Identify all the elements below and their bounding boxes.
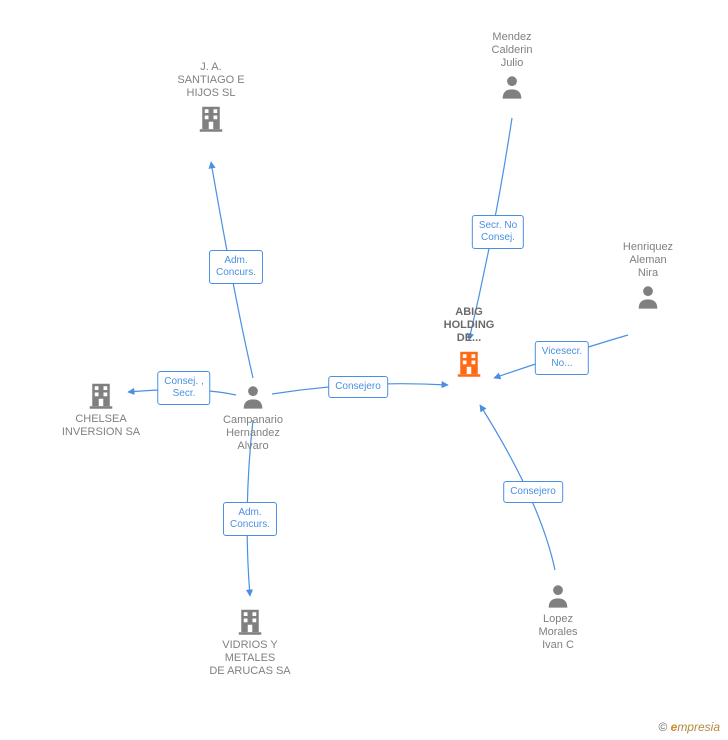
node-chelsea[interactable]: CHELSEA INVERSION SA (56, 377, 146, 439)
node-label: Henriquez Aleman Nira (603, 241, 693, 280)
building-icon (235, 606, 265, 636)
node-label: Lopez Morales Ivan C (513, 613, 603, 652)
edge-label: Secr. No Consej. (472, 215, 524, 249)
node-icon-wrap (424, 348, 514, 378)
node-icon-wrap (205, 606, 295, 636)
node-icon-wrap (603, 283, 693, 311)
person-icon (544, 582, 572, 610)
node-abig[interactable]: ABIG HOLDING DE... (424, 306, 514, 381)
node-vidrios[interactable]: VIDRIOS Y METALES DE ARUCAS SA (205, 603, 295, 678)
edge-label: Adm. Concurs. (209, 250, 263, 284)
person-icon (498, 73, 526, 101)
node-icon-wrap (467, 73, 557, 101)
footer-attribution: © empresia (658, 720, 720, 734)
node-label: Mendez Calderin Julio (467, 31, 557, 70)
person-icon (634, 283, 662, 311)
building-icon (454, 348, 484, 378)
edge-label: Vicesecr. No... (535, 341, 589, 375)
edge-label: Adm. Concurs. (223, 502, 277, 536)
edge-label: Consejero (503, 481, 563, 503)
node-santiago[interactable]: J. A. SANTIAGO E HIJOS SL (166, 61, 256, 136)
edge-label: Consej. , Secr. (157, 371, 210, 405)
node-icon-wrap (513, 582, 603, 610)
node-label: VIDRIOS Y METALES DE ARUCAS SA (205, 639, 295, 678)
node-icon-wrap (208, 383, 298, 411)
node-label: CHELSEA INVERSION SA (56, 413, 146, 439)
building-icon (196, 103, 226, 133)
node-label: J. A. SANTIAGO E HIJOS SL (166, 61, 256, 100)
node-mendez[interactable]: Mendez Calderin Julio (467, 31, 557, 104)
copyright-symbol: © (658, 720, 667, 734)
person-icon (239, 383, 267, 411)
node-icon-wrap (56, 380, 146, 410)
node-henriquez[interactable]: Henriquez Aleman Nira (603, 241, 693, 314)
node-lopez[interactable]: Lopez Morales Ivan C (513, 579, 603, 652)
edges-layer (0, 0, 728, 740)
brand-name: mpresia (677, 720, 720, 734)
node-label: ABIG HOLDING DE... (424, 306, 514, 345)
node-label: Campanario Hernandez Alvaro (208, 414, 298, 453)
edge-label: Consejero (328, 376, 388, 398)
building-icon (86, 380, 116, 410)
node-icon-wrap (166, 103, 256, 133)
node-campanario[interactable]: Campanario Hernandez Alvaro (208, 380, 298, 453)
